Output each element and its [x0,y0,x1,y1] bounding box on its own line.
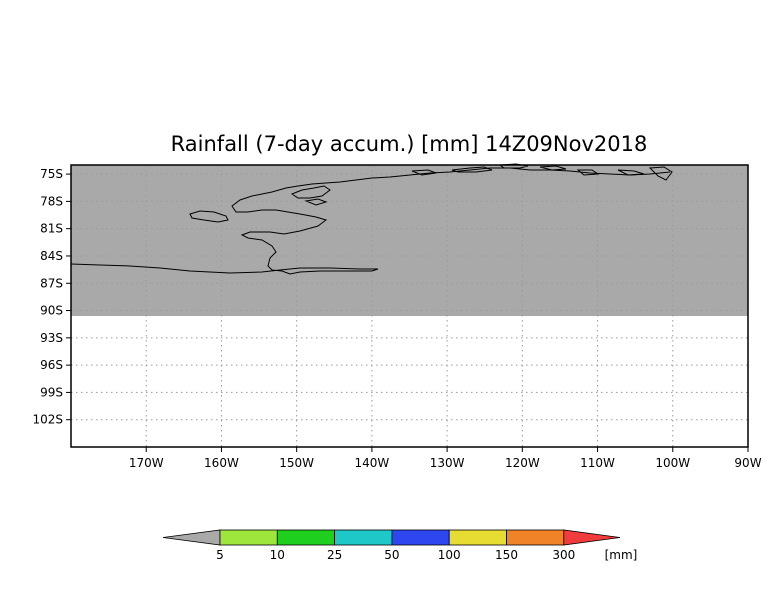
colorbar-segment [448,529,507,546]
y-tick-label: 90S [40,304,63,318]
x-tick-label: 150W [279,456,314,470]
x-tick-label: 120W [505,456,540,470]
y-tick-label: 84S [40,249,63,263]
y-tick-label: 81S [40,222,63,236]
coast-islands [290,163,673,206]
colorbar-below-triangle [162,529,221,546]
y-tick-label: 102S [32,413,63,427]
colorbar-level-label: 50 [384,548,399,562]
colorbar-segment [506,529,565,546]
colorbar-level-label: 25 [327,548,342,562]
map-panel: 170W 160W 150W 140W 130W 120W 110W 100W 90W 75S7… [32,163,762,470]
colorbar-segment [391,529,450,546]
ross-ice-shelf-edge [70,167,671,275]
grid-lines [71,165,748,447]
colorbar-segment [334,529,393,546]
x-tick-label: 170W [129,456,164,470]
no-data-region [71,165,748,316]
x-tick-label: 100W [655,456,690,470]
colorbar-segment [276,529,335,546]
colorbar-level-label: 100 [438,548,461,562]
map-title: Rainfall (7-day accum.) [mm] 14Z09Nov201… [171,132,648,156]
x-tick-label: 160W [204,456,239,470]
y-tick-label: 93S [40,331,63,345]
map-frame [70,164,749,448]
longitude-axis: 170W 160W 150W 140W 130W 120W 110W 100W 90W [129,447,762,470]
y-tick-label: 99S [40,385,63,399]
x-tick-label: 130W [430,456,465,470]
colorbar-level-label: 150 [495,548,518,562]
x-tick-label: 140W [354,456,389,470]
y-tick-label: 96S [40,358,63,372]
colorbar-level-label: 5 [216,548,224,562]
colorbar-unit-label: [mm] [605,548,638,562]
colorbar-level-label: 10 [270,548,285,562]
x-tick-label: 90W [734,456,761,470]
latitude-axis: 75S 78S 81S 84S 87S 90S 93S 96S 99S 102S [32,167,71,427]
coastline [70,163,673,275]
y-tick-label: 87S [40,276,63,290]
colorbar-legend: 5 10 25 50 100 150 300 [mm] [162,529,638,562]
colorbar-segment [219,529,278,546]
colorbar-level-label: 300 [552,548,575,562]
x-tick-label: 110W [580,456,615,470]
colorbar-above-triangle [563,529,621,546]
roosevelt-island [189,210,229,223]
y-tick-label: 78S [40,194,63,208]
y-tick-label: 75S [40,167,63,181]
